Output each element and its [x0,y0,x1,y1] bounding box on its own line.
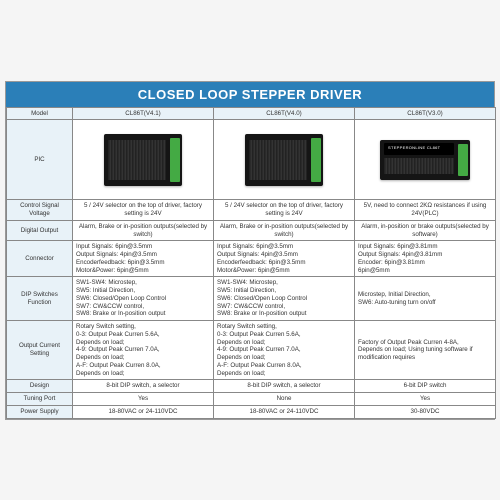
cell: 18-80VAC or 24-110VDC [214,405,355,418]
cell: Microstep, Initial Direction, SW6: Auto-… [355,277,496,321]
driver-image-icon [104,134,182,186]
cell: Input Signals: 6pin@3.81mm Output Signal… [355,241,496,277]
cell: Yes [73,393,214,406]
cell: Alarm, Brake or in-position outputs(sele… [73,220,214,241]
table-row: Digital OutputAlarm, Brake or in-positio… [7,220,496,241]
driver-image-icon [245,134,323,186]
table-row: ConnectorInput Signals: 6pin@3.5mm Outpu… [7,241,496,277]
col-model: Model [7,107,73,120]
pic-v30: STEPPERONLINE CL86T [355,120,496,200]
table-row: DIP Switches FunctionSW1-SW4: Microstep,… [7,277,496,321]
col-v41: CL86T(V4.1) [73,107,214,120]
table-row: Design8-bit DIP switch, a selector8-bit … [7,380,496,393]
cell: Yes [355,393,496,406]
cell: Input Signals: 6pin@3.5mm Output Signals… [214,241,355,277]
driver-badge: STEPPERONLINE CL86T [388,145,440,150]
cell: SW1-SW4: Microstep, SW5: Initial Directi… [73,277,214,321]
pic-v41 [73,120,214,200]
driver-image-icon: STEPPERONLINE CL86T [380,140,470,180]
comparison-table-frame: CLOSED LOOP STEPPER DRIVER Model CL86T(V… [5,81,495,420]
table-row: Control Signal Voltage5 / 24V selector o… [7,200,496,221]
cell: 6-bit DIP switch [355,380,496,393]
row-label: Control Signal Voltage [7,200,73,221]
cell: 5 / 24V selector on the top of driver, f… [73,200,214,221]
row-label: DIP Switches Function [7,277,73,321]
table-row: Power Supply18-80VAC or 24-110VDC18-80VA… [7,405,496,418]
cell: 5 / 24V selector on the top of driver, f… [214,200,355,221]
cell: Alarm, in-position or brake outputs(sele… [355,220,496,241]
col-v30: CL86T(V3.0) [355,107,496,120]
row-label: Connector [7,241,73,277]
cell: SW1-SW4: Microstep, SW5: Initial Directi… [214,277,355,321]
cell: 8-bit DIP switch, a selector [214,380,355,393]
table-row: Tuning PortYesNoneYes [7,393,496,406]
cell: None [214,393,355,406]
pic-v40 [214,120,355,200]
row-label-pic: PIC [7,120,73,200]
row-label: Tuning Port [7,393,73,406]
row-label: Output Current Setting [7,321,73,380]
cell: Alarm, Brake or in-position outputs(sele… [214,220,355,241]
cell: 30-80VDC [355,405,496,418]
table-title: CLOSED LOOP STEPPER DRIVER [6,82,494,107]
cell: 18-80VAC or 24-110VDC [73,405,214,418]
header-row: Model CL86T(V4.1) CL86T(V4.0) CL86T(V3.0… [7,107,496,120]
pic-row: PIC STEPPERONLINE CL86T [7,120,496,200]
cell: Input Signals: 6pin@3.5mm Output Signals… [73,241,214,277]
col-v40: CL86T(V4.0) [214,107,355,120]
table-row: Output Current SettingRotary Switch sett… [7,321,496,380]
cell: Rotary Switch setting, 0-3: Output Peak … [73,321,214,380]
row-label: Power Supply [7,405,73,418]
row-label: Design [7,380,73,393]
spec-table: Model CL86T(V4.1) CL86T(V4.0) CL86T(V3.0… [6,107,496,419]
cell: 8-bit DIP switch, a selector [73,380,214,393]
row-label: Digital Output [7,220,73,241]
cell: 5V, need to connect 2KΩ resistances if u… [355,200,496,221]
cell: Factory of Output Peak Curren 4-8A, Depe… [355,321,496,380]
cell: Rotary Switch setting, 0-3: Output Peak … [214,321,355,380]
